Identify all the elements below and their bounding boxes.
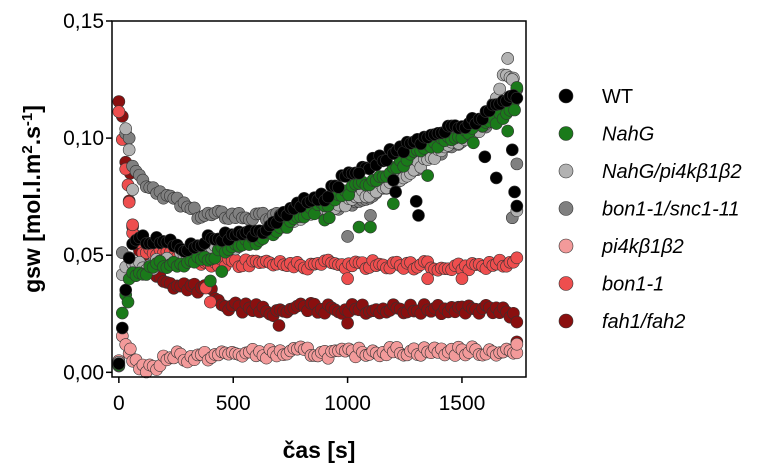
data-point: [387, 197, 400, 210]
legend-item: pi4kβ1β2: [558, 236, 684, 258]
data-point: [352, 166, 366, 180]
legend-item: fah1/fah2: [558, 311, 685, 333]
data-point: [510, 337, 524, 351]
data-point: [364, 220, 377, 234]
legend-label: NahG/pi4kβ1β2: [602, 161, 742, 183]
legend-label: fah1/fah2: [602, 311, 685, 333]
data-point: [122, 143, 136, 157]
data-point: [510, 315, 524, 329]
legend-label: NahG: [602, 124, 654, 146]
data-point: [505, 143, 519, 157]
data-point: [115, 321, 129, 335]
data-point: [341, 272, 354, 285]
y-tick-label: 0,00: [63, 361, 104, 384]
data-point: [489, 171, 503, 185]
data-point: [409, 195, 423, 208]
data-point: [510, 157, 524, 171]
data-point: [508, 185, 521, 199]
data-point: [215, 265, 229, 278]
legend-item: WT: [558, 86, 633, 108]
data-point: [126, 218, 139, 232]
y-tick-label: 0,05: [63, 244, 104, 267]
data-point: [421, 272, 434, 285]
data-point: [204, 295, 217, 309]
data-point: [119, 283, 133, 297]
legend-label: bon1-1: [602, 274, 664, 296]
legend-marker: [558, 88, 574, 104]
legend: WT NahG NahG/pi4kβ1β2 bon1-1/snc1-11 pi4kβ1β…: [558, 86, 742, 333]
legend-marker: [558, 276, 574, 291]
data-point: [126, 183, 139, 196]
data-point: [501, 124, 515, 138]
x-tick-label: 500: [216, 392, 251, 415]
series-pi4kβ1β2: [112, 329, 524, 379]
data-point: [510, 91, 524, 105]
x-axis-title: čas [s]: [283, 437, 356, 463]
data-point: [364, 209, 377, 222]
y-axis-title: gsw [mol.l.m2.s-1]: [19, 105, 46, 293]
legend-label: WT: [602, 86, 633, 108]
data-point: [121, 295, 135, 309]
x-tick-label: 1500: [439, 392, 486, 415]
data-point: [272, 319, 286, 332]
data-point: [352, 220, 366, 234]
data-point: [341, 316, 354, 330]
data-point: [510, 199, 524, 213]
legend-item: NahG: [558, 124, 654, 146]
data-point: [119, 122, 133, 136]
data-point: [412, 209, 425, 222]
data-points: [112, 52, 524, 379]
data-point: [478, 150, 492, 164]
data-point: [387, 173, 400, 187]
legend-marker: [558, 201, 574, 216]
data-point: [322, 211, 336, 225]
legend-label: pi4kβ1β2: [601, 236, 684, 258]
y-tick-label: 0,15: [63, 10, 104, 33]
data-point: [389, 185, 402, 199]
x-tick-label: 1000: [324, 392, 371, 415]
legend-marker: [558, 313, 574, 329]
data-point: [467, 136, 480, 150]
legend-marker: [558, 238, 574, 254]
y-axis: 0,00 0,05 0,10 0,15: [63, 10, 112, 384]
legend-item: bon1-1/snc1-11: [558, 199, 740, 221]
plot-frame: [111, 20, 527, 378]
x-tick-label: 0: [113, 392, 125, 415]
data-point: [493, 82, 506, 96]
data-point: [123, 342, 137, 356]
data-point: [501, 52, 515, 65]
data-point: [122, 195, 136, 209]
legend-marker: [558, 126, 574, 141]
data-point: [510, 251, 524, 265]
data-point: [115, 306, 129, 320]
data-point: [455, 272, 469, 285]
data-point: [341, 230, 354, 243]
legend-marker: [558, 163, 574, 179]
data-point: [204, 274, 217, 288]
data-point: [122, 251, 136, 265]
legend-item: NahG/pi4kβ1β2: [558, 161, 742, 183]
x-axis: 0 500 1000 1500: [113, 377, 485, 415]
series-WT: [112, 89, 524, 370]
legend-item: bon1-1: [558, 274, 664, 296]
data-point: [332, 180, 345, 194]
data-point: [112, 105, 126, 118]
data-point: [421, 169, 434, 182]
y-tick-label: 0,10: [63, 127, 104, 150]
legend-label: bon1-1/snc1-11: [602, 199, 740, 221]
data-point: [321, 190, 335, 204]
data-point: [112, 357, 126, 370]
